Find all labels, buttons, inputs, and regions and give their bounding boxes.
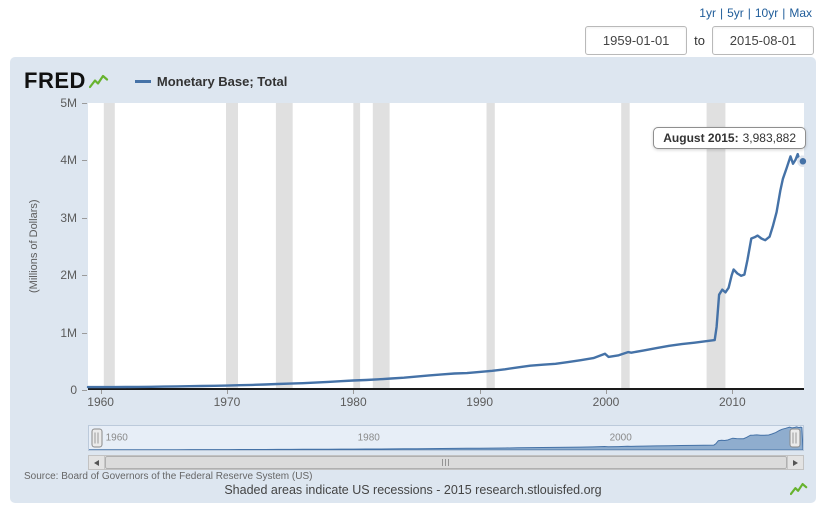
y-tick-label: 4M bbox=[60, 153, 77, 168]
x-tick-mark bbox=[353, 390, 355, 394]
x-tick-label: 1960 bbox=[87, 395, 114, 409]
y-tick-label: 3M bbox=[60, 210, 77, 225]
x-tick-label: 1980 bbox=[339, 395, 367, 409]
scrollbar-thumb[interactable] bbox=[105, 456, 787, 469]
start-date-input[interactable] bbox=[585, 26, 688, 55]
monetary-base-series-line[interactable] bbox=[86, 152, 805, 389]
recession-band bbox=[275, 103, 293, 390]
tooltip: August 2015: 3,983,882 bbox=[653, 127, 806, 149]
range-link-1yr[interactable]: 1yr bbox=[699, 6, 716, 20]
date-range-controls: to bbox=[585, 26, 814, 55]
scroll-right-button[interactable] bbox=[787, 456, 803, 469]
navigator[interactable]: 1960 1980 2000 bbox=[88, 425, 804, 451]
y-tick-mark bbox=[82, 103, 87, 104]
range-link-separator: | bbox=[719, 6, 724, 20]
navigator-labels: 1960 1980 2000 bbox=[89, 426, 803, 450]
recession-band bbox=[103, 103, 115, 390]
date-range-to-label: to bbox=[694, 33, 705, 48]
legend[interactable]: Monetary Base; Total bbox=[134, 73, 288, 89]
recession-band bbox=[372, 103, 390, 390]
recession-band bbox=[353, 103, 361, 390]
scrollbar-grip-icon bbox=[441, 459, 451, 466]
main-chart-svg bbox=[86, 103, 809, 390]
series-end-marker[interactable] bbox=[797, 155, 809, 168]
navigator-chart-svg bbox=[89, 426, 803, 450]
y-tick-label: 1M bbox=[60, 325, 77, 340]
y-axis: 0 1M 2M 3M 4M 5M bbox=[10, 96, 88, 397]
plot-area[interactable]: August 2015: 3,983,882 bbox=[86, 103, 809, 390]
navigator-year-label: 1960 bbox=[105, 432, 128, 444]
horizontal-scrollbar[interactable] bbox=[88, 455, 804, 470]
end-date-input[interactable] bbox=[712, 26, 814, 55]
navigator-year-label: 2000 bbox=[609, 432, 632, 444]
source-text: Source: Board of Governors of the Federa… bbox=[24, 471, 313, 482]
range-link-separator: | bbox=[747, 6, 751, 20]
x-tick-label: 1970 bbox=[213, 395, 241, 409]
x-tick-mark bbox=[226, 390, 228, 394]
y-tick-mark bbox=[82, 160, 87, 162]
y-tick-label: 5M bbox=[60, 96, 77, 110]
panel-header: FRED Monetary Base; Total bbox=[24, 66, 287, 96]
navigator-left-handle[interactable] bbox=[91, 428, 103, 448]
corner-squiggle-icon bbox=[790, 482, 808, 496]
fred-logo-text: FRED bbox=[24, 68, 86, 93]
navigator-right-handle[interactable] bbox=[789, 428, 801, 448]
tooltip-label: August 2015: bbox=[663, 131, 739, 145]
navigator-year-label: 1980 bbox=[357, 432, 380, 444]
recession-band bbox=[486, 103, 495, 390]
recession-band bbox=[706, 103, 726, 390]
range-link-separator: | bbox=[782, 6, 786, 20]
tooltip-value: 3,983,882 bbox=[742, 131, 796, 145]
x-tick-mark bbox=[732, 390, 734, 394]
y-tick-mark bbox=[82, 390, 87, 391]
y-tick-mark bbox=[82, 217, 87, 219]
legend-label: Monetary Base; Total bbox=[156, 73, 288, 89]
recession-band bbox=[226, 103, 238, 390]
navigator-area-series bbox=[89, 426, 803, 450]
x-axis: 1960 1970 1980 1990 2000 2010 bbox=[87, 390, 804, 412]
x-tick-label: 1990 bbox=[466, 395, 494, 409]
y-tick-label: 2M bbox=[60, 268, 77, 283]
recession-band bbox=[621, 103, 630, 390]
x-tick-label: 2010 bbox=[719, 395, 746, 409]
fred-logo-squiggle-icon bbox=[88, 74, 108, 88]
y-tick-mark bbox=[82, 275, 87, 277]
legend-line-swatch bbox=[134, 79, 151, 83]
range-link-5yr[interactable]: 5yr bbox=[727, 6, 744, 20]
scroll-left-button[interactable] bbox=[89, 456, 105, 469]
x-tick-mark bbox=[100, 390, 102, 394]
y-tick-label: 0 bbox=[70, 383, 77, 397]
x-tick-mark bbox=[479, 390, 481, 394]
right-arrow-icon bbox=[793, 459, 798, 466]
range-links: 1yr | 5yr | 10yr | Max bbox=[699, 6, 812, 20]
chart-panel: FRED Monetary Base; Total (Millions of D… bbox=[10, 57, 816, 503]
range-link-max[interactable]: Max bbox=[789, 6, 812, 20]
x-tick-mark bbox=[606, 390, 608, 394]
range-link-10yr[interactable]: 10yr bbox=[754, 6, 779, 20]
left-arrow-icon bbox=[94, 459, 99, 466]
x-tick-label: 2000 bbox=[592, 395, 620, 409]
y-tick-mark bbox=[82, 332, 87, 334]
fred-logo: FRED bbox=[24, 68, 109, 94]
recession-note: Shaded areas indicate US recessions - 20… bbox=[224, 483, 602, 497]
